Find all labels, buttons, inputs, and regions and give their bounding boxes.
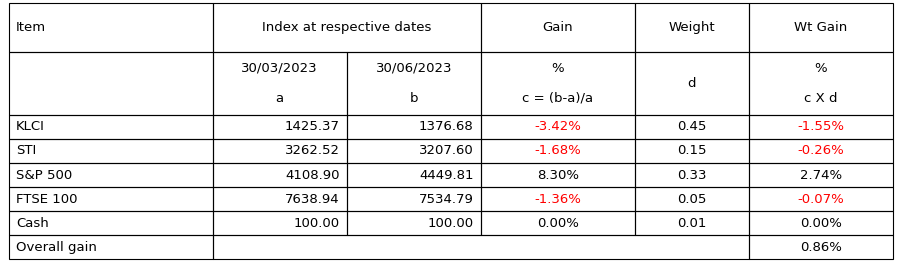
Text: Wt Gain: Wt Gain: [795, 21, 848, 34]
Bar: [346, 52, 481, 115]
Bar: [635, 115, 749, 139]
Text: 4449.81: 4449.81: [419, 168, 474, 182]
Bar: [635, 3, 749, 52]
Text: Gain: Gain: [542, 21, 573, 34]
Text: 1425.37: 1425.37: [284, 120, 339, 133]
Text: 100.00: 100.00: [428, 217, 474, 230]
Bar: [346, 163, 481, 187]
Bar: [481, 187, 635, 211]
Bar: [749, 139, 893, 163]
Bar: [749, 3, 893, 52]
Bar: [749, 211, 893, 235]
Bar: [9, 187, 213, 211]
Text: 0.01: 0.01: [677, 217, 706, 230]
Bar: [749, 163, 893, 187]
Bar: [346, 139, 481, 163]
Bar: [481, 139, 635, 163]
Bar: [635, 163, 749, 187]
Bar: [9, 139, 213, 163]
Bar: [9, 3, 213, 52]
Text: 8.30%: 8.30%: [537, 168, 579, 182]
Bar: [635, 187, 749, 211]
Text: 2.74%: 2.74%: [800, 168, 842, 182]
Text: FTSE 100: FTSE 100: [16, 193, 78, 206]
Bar: [481, 211, 635, 235]
Text: %

c = (b-a)/a: % c = (b-a)/a: [522, 62, 594, 105]
Text: 7638.94: 7638.94: [285, 193, 339, 206]
Bar: [213, 139, 346, 163]
Text: -1.36%: -1.36%: [534, 193, 581, 206]
Text: 3207.60: 3207.60: [419, 144, 474, 157]
Text: Item: Item: [16, 21, 46, 34]
Bar: [213, 3, 481, 52]
Text: -3.42%: -3.42%: [534, 120, 581, 133]
Text: 0.33: 0.33: [677, 168, 706, 182]
Bar: [9, 235, 213, 259]
Text: 30/06/2023

b: 30/06/2023 b: [375, 62, 452, 105]
Text: 100.00: 100.00: [293, 217, 339, 230]
Bar: [9, 115, 213, 139]
Text: Weight: Weight: [668, 21, 715, 34]
Bar: [481, 52, 635, 115]
Text: Index at respective dates: Index at respective dates: [262, 21, 431, 34]
Text: 4108.90: 4108.90: [285, 168, 339, 182]
Text: 30/03/2023

a: 30/03/2023 a: [242, 62, 318, 105]
Bar: [213, 187, 346, 211]
Text: 3262.52: 3262.52: [284, 144, 339, 157]
Text: -0.26%: -0.26%: [797, 144, 844, 157]
Bar: [481, 3, 635, 52]
Text: 0.15: 0.15: [677, 144, 706, 157]
Bar: [346, 115, 481, 139]
Text: Overall gain: Overall gain: [16, 241, 97, 254]
Text: 0.86%: 0.86%: [800, 241, 842, 254]
Text: -0.07%: -0.07%: [797, 193, 844, 206]
Text: STI: STI: [16, 144, 36, 157]
Text: S&P 500: S&P 500: [16, 168, 72, 182]
Bar: [749, 52, 893, 115]
Bar: [213, 163, 346, 187]
Text: d: d: [687, 77, 696, 90]
Bar: [481, 115, 635, 139]
Bar: [213, 52, 346, 115]
Bar: [346, 187, 481, 211]
Bar: [749, 187, 893, 211]
Bar: [749, 115, 893, 139]
Bar: [635, 52, 749, 115]
Text: -1.55%: -1.55%: [797, 120, 844, 133]
Bar: [9, 163, 213, 187]
Text: Cash: Cash: [16, 217, 49, 230]
Bar: [346, 211, 481, 235]
Text: 0.00%: 0.00%: [800, 217, 842, 230]
Bar: [213, 211, 346, 235]
Bar: [749, 235, 893, 259]
Bar: [213, 235, 749, 259]
Bar: [481, 163, 635, 187]
Bar: [9, 211, 213, 235]
Bar: [9, 52, 213, 115]
Bar: [213, 115, 346, 139]
Bar: [635, 211, 749, 235]
Text: -1.68%: -1.68%: [534, 144, 581, 157]
Text: KLCI: KLCI: [16, 120, 45, 133]
Text: 1376.68: 1376.68: [419, 120, 474, 133]
Text: 7534.79: 7534.79: [419, 193, 474, 206]
Text: 0.00%: 0.00%: [537, 217, 579, 230]
Bar: [635, 139, 749, 163]
Text: 0.05: 0.05: [677, 193, 706, 206]
Text: %

c X d: % c X d: [805, 62, 838, 105]
Text: 0.45: 0.45: [677, 120, 706, 133]
